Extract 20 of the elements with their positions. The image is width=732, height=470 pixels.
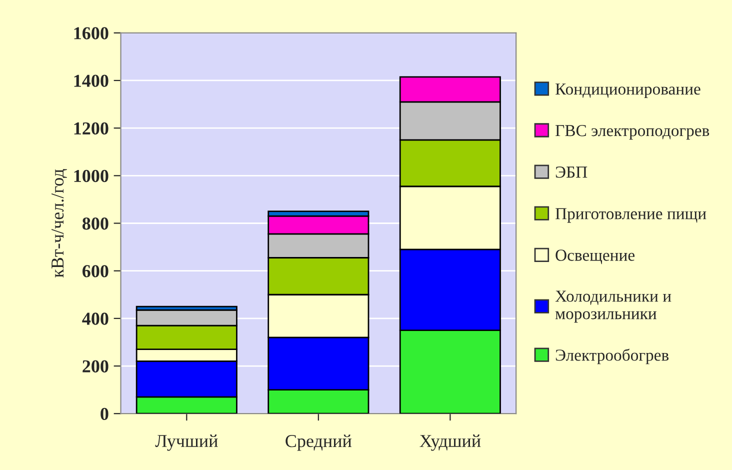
y-tick-label: 1600 bbox=[74, 27, 108, 40]
legend-label: Холодильники и морозильники bbox=[555, 290, 672, 323]
legend-label: Освещение bbox=[556, 250, 634, 264]
legend-label: Приготовление пищи bbox=[555, 208, 706, 223]
y-tick-label: 400 bbox=[82, 312, 108, 325]
legend-label: Электрообогрев bbox=[556, 348, 669, 364]
x-tick-label: Средний bbox=[286, 434, 352, 451]
y-axis-title: кВт-ч/чел./год bbox=[52, 169, 67, 278]
y-tick-label: 0 bbox=[100, 408, 108, 420]
legend-label: ГВС электроподогрев bbox=[555, 125, 710, 140]
y-tick-label: 200 bbox=[82, 360, 108, 372]
y-tick-label: 1200 bbox=[74, 122, 108, 135]
y-tick-label: 1000 bbox=[74, 170, 108, 182]
y-tick-label: 1400 bbox=[74, 74, 108, 87]
y-tick-label: 800 bbox=[82, 218, 108, 230]
y-tick-label: 600 bbox=[82, 265, 108, 278]
x-tick-label: Лучший bbox=[155, 434, 218, 451]
legend-label: ЭБП bbox=[556, 166, 588, 178]
legend-label: Кондиционирование bbox=[555, 84, 700, 98]
x-tick-label: Худший bbox=[420, 434, 481, 451]
